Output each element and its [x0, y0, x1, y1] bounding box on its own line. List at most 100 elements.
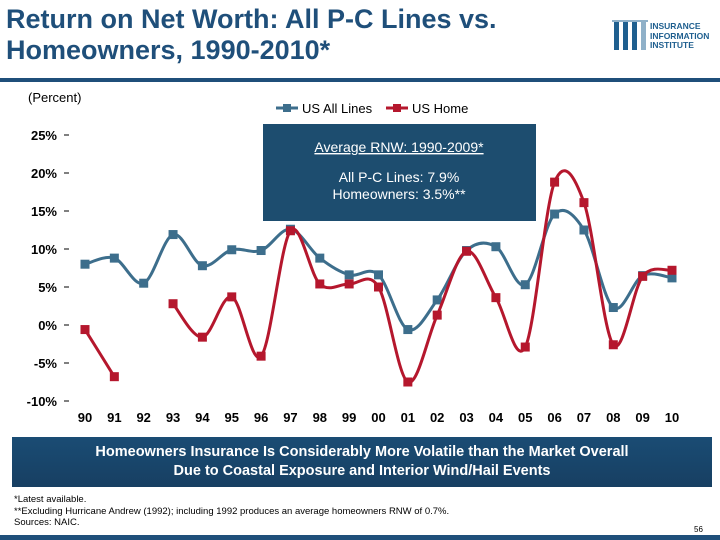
x-tick-label: 04	[489, 410, 504, 425]
data-point-home	[608, 340, 618, 350]
data-point-home	[432, 310, 442, 320]
data-point-home	[315, 279, 325, 289]
footnote-latest: *Latest available.	[14, 494, 87, 505]
data-point-all-lines	[374, 270, 383, 280]
data-point-all-lines	[550, 209, 560, 219]
data-point-home	[462, 246, 472, 256]
footnotes: *Latest available. **Excluding Hurricane…	[14, 494, 449, 529]
iii-logo: INSURANCE INFORMATION INSTITUTE	[612, 16, 716, 64]
data-point-home	[667, 265, 677, 275]
x-tick-label: 97	[283, 410, 297, 425]
x-tick-label: 03	[459, 410, 473, 425]
data-point-all-lines	[344, 270, 354, 280]
series-line-all-lines	[84, 208, 673, 332]
x-tick-label: 99	[342, 410, 356, 425]
data-point-home	[109, 372, 119, 382]
page-number: 56	[694, 525, 703, 534]
data-point-home	[374, 282, 383, 292]
x-tick-label: 08	[606, 410, 620, 425]
x-tick-label: 09	[635, 410, 649, 425]
x-tick-label: 95	[225, 410, 239, 425]
data-point-home	[197, 332, 207, 342]
annotation-box: Average RNW: 1990-2009* All P-C Lines: 7…	[263, 124, 536, 221]
logo-text: INSURANCE INFORMATION INSTITUTE	[650, 21, 710, 51]
x-tick-label: 10	[665, 410, 679, 425]
x-tick-label: 02	[430, 410, 444, 425]
data-point-home	[256, 351, 266, 361]
logo-line-1: INSURANCE	[650, 21, 701, 31]
annotation-homeowners: Homeowners: 3.5%**	[332, 186, 466, 202]
data-point-home	[550, 177, 560, 187]
logo-line-3: INSTITUTE	[650, 40, 694, 50]
x-tick-label: 98	[313, 410, 327, 425]
series-group	[80, 169, 677, 387]
annotation-all-lines: All P-C Lines: 7.9%	[339, 169, 460, 185]
series-line-home	[83, 328, 116, 378]
annotation-box-bg	[263, 124, 536, 221]
footer-divider	[0, 535, 720, 540]
legend-label-all-lines: US All Lines	[302, 101, 373, 116]
title-divider	[0, 78, 720, 82]
data-point-all-lines	[256, 246, 266, 256]
chart-title: Return on Net Worth: All P-C Lines vs. H…	[6, 4, 497, 65]
x-tick-label: 01	[401, 410, 415, 425]
y-axis: 25% 20% 15% 10% 5% 0% -5% -10%	[27, 128, 69, 409]
x-tick-label: 92	[136, 410, 150, 425]
legend-label-home: US Home	[412, 101, 468, 116]
y-tick-label: 10%	[31, 242, 57, 257]
banner-line-2: Due to Coastal Exposure and Interior Win…	[173, 463, 551, 479]
x-tick-label: 91	[107, 410, 121, 425]
x-tick-label: 00	[371, 410, 385, 425]
annotation-heading: Average RNW: 1990-2009*	[314, 139, 484, 155]
y-tick-label: 25%	[31, 128, 57, 143]
data-point-home	[579, 198, 589, 208]
data-point-all-lines	[168, 230, 178, 240]
legend: US All Lines US Home	[276, 101, 468, 116]
logo-line-2: INFORMATION	[650, 30, 710, 41]
data-point-home	[227, 292, 237, 302]
x-tick-label: 94	[195, 410, 210, 425]
data-point-home	[403, 377, 413, 387]
y-tick-label: -10%	[27, 394, 58, 409]
data-point-all-lines	[197, 261, 207, 271]
iii-logo-icon	[612, 20, 648, 50]
x-tick-label: 05	[518, 410, 532, 425]
y-tick-label: 5%	[38, 280, 57, 295]
y-tick-label: -5%	[34, 356, 58, 371]
x-tick-label: 06	[547, 410, 561, 425]
y-tick-label: 20%	[31, 166, 57, 181]
data-point-home	[520, 342, 530, 352]
data-point-home	[285, 226, 295, 236]
footnote-andrew: **Excluding Hurricane Andrew (1992); inc…	[14, 505, 450, 517]
data-point-all-lines	[491, 242, 501, 252]
data-point-all-lines	[432, 295, 442, 305]
data-point-all-lines	[608, 303, 618, 313]
unit-label: (Percent)	[28, 90, 82, 105]
y-tick-label: 0%	[38, 318, 57, 333]
data-point-all-lines	[315, 253, 325, 263]
data-point-all-lines	[139, 278, 149, 288]
data-point-all-lines	[109, 253, 119, 263]
y-tick-label: 15%	[31, 204, 57, 219]
data-point-home	[344, 279, 354, 289]
data-point-home	[168, 299, 178, 309]
legend-marker-home	[393, 104, 401, 112]
footnote-sources: Sources: NAIC.	[14, 517, 80, 528]
data-point-all-lines	[579, 225, 589, 235]
x-tick-label: 07	[577, 410, 591, 425]
x-tick-label: 96	[254, 410, 268, 425]
data-point-all-lines	[403, 325, 413, 335]
legend-marker-all-lines	[283, 104, 291, 112]
data-point-all-lines	[520, 280, 530, 290]
x-axis: 90 91 92 93 94 95 96 97 98 99 00 01 02 03 04 05 06 07 08 09…	[78, 410, 679, 425]
takeaway-banner: Homeowners Insurance Is Considerably Mor…	[12, 437, 712, 487]
x-tick-label: 93	[166, 410, 180, 425]
data-point-all-lines	[667, 273, 677, 283]
data-point-home	[491, 293, 501, 303]
data-point-all-lines	[227, 245, 237, 255]
data-point-home	[80, 325, 90, 335]
x-tick-label: 90	[78, 410, 92, 425]
data-point-all-lines	[80, 259, 90, 269]
banner-line-1: Homeowners Insurance Is Considerably Mor…	[95, 444, 629, 460]
